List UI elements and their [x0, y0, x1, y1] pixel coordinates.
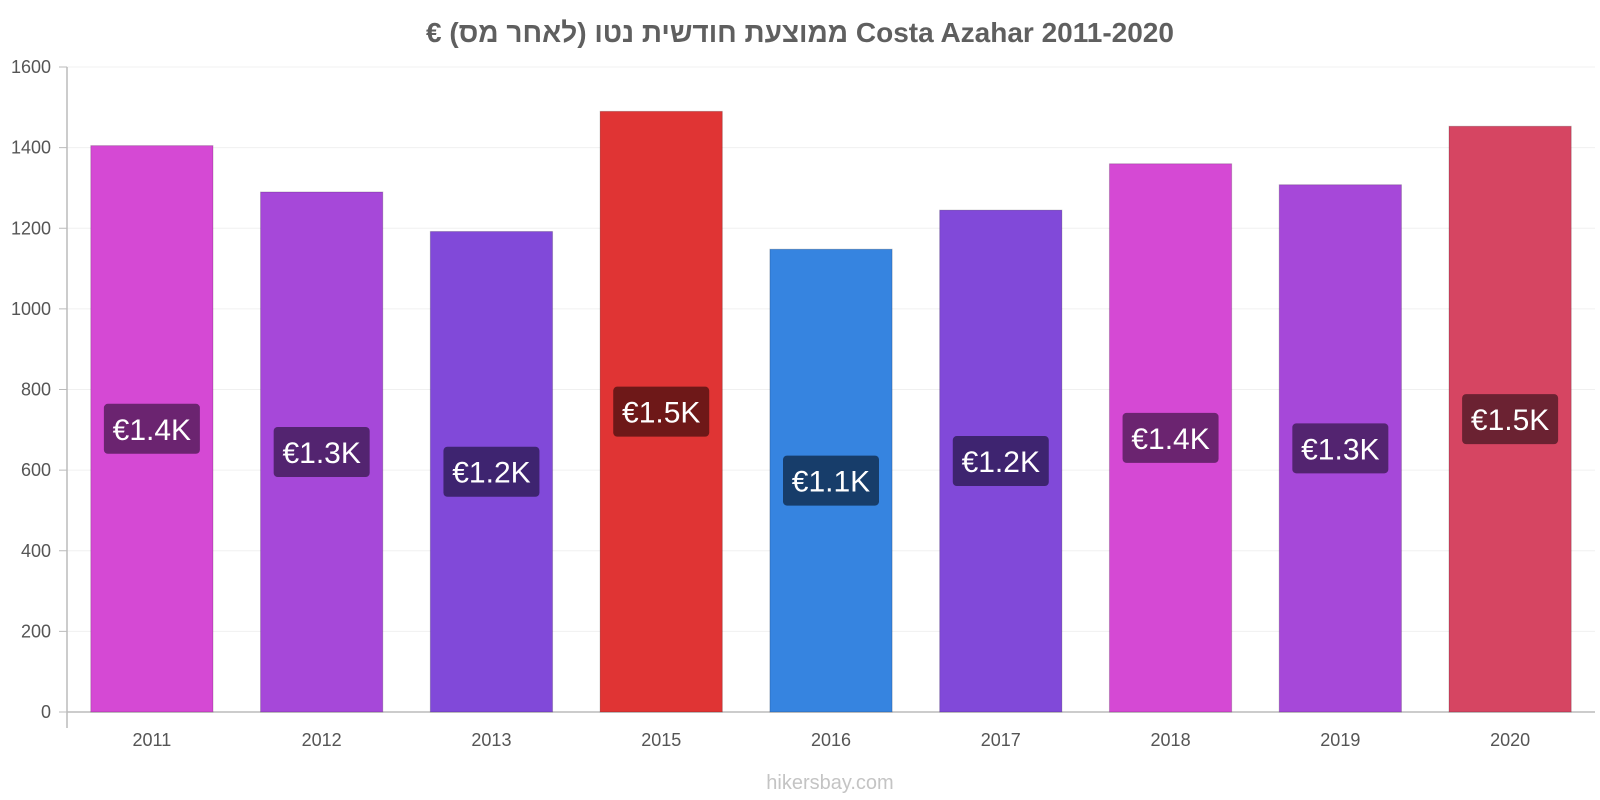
data-label-badge [952, 436, 1049, 487]
data-label-badge [1292, 423, 1389, 474]
x-tick-label: 2012 [302, 730, 342, 750]
data-label: €1.2K [962, 446, 1040, 479]
y-tick-label: 1400 [11, 138, 51, 158]
data-label: €1.3K [282, 437, 360, 470]
x-tick-label: 2016 [811, 730, 851, 750]
x-tick-label: 2020 [1490, 730, 1530, 750]
y-tick-label: 1600 [11, 57, 51, 77]
x-tick-label: 2011 [133, 730, 172, 750]
data-labels: €1.4K €1.3K €1.2K €1.5K €1.1K €1.2K €1.4K €1.3K… [103, 386, 1559, 506]
x-axis-tick-labels: 2011 2012 2013 2015 2016 2017 2018 2019 2020 [133, 730, 1531, 750]
x-tick-label: 2019 [1320, 730, 1360, 750]
watermark: hikersbay.com [766, 772, 893, 794]
y-tick-label: 800 [21, 380, 51, 400]
data-label-badge [443, 446, 540, 497]
data-label-badge [1122, 412, 1219, 463]
x-tick-label: 2018 [1151, 730, 1191, 750]
x-tick-label: 2013 [471, 730, 511, 750]
data-label: €1.2K [452, 457, 530, 490]
data-label-badge [783, 455, 879, 506]
chart-title: € ממוצעת חודשית נטו (לאחר מס) Costa Azah… [426, 17, 1174, 48]
data-label-badge [273, 426, 370, 477]
bars [90, 110, 1572, 713]
data-label-badge [613, 386, 710, 437]
data-label: €1.3K [1301, 433, 1379, 466]
y-tick-label: 200 [21, 621, 51, 641]
x-tick-label: 2017 [981, 730, 1021, 750]
data-label-badge [103, 403, 200, 454]
x-tick-label: 2015 [641, 730, 681, 750]
y-tick-label: 400 [21, 541, 51, 561]
data-label: €1.1K [792, 466, 870, 499]
data-label: €1.4K [1131, 423, 1209, 456]
y-tick-label: 1000 [11, 299, 51, 319]
y-tick-label: 1200 [11, 218, 51, 238]
y-tick-label: 0 [41, 702, 51, 722]
y-tick-label: 600 [21, 460, 51, 480]
data-label: €1.5K [1471, 404, 1549, 437]
y-axis-tick-labels: 0 200 400 600 800 1000 1200 1400 1600 [11, 57, 51, 722]
data-label-badge [1462, 394, 1559, 445]
data-label: €1.5K [622, 397, 700, 430]
data-label: €1.4K [113, 414, 191, 447]
